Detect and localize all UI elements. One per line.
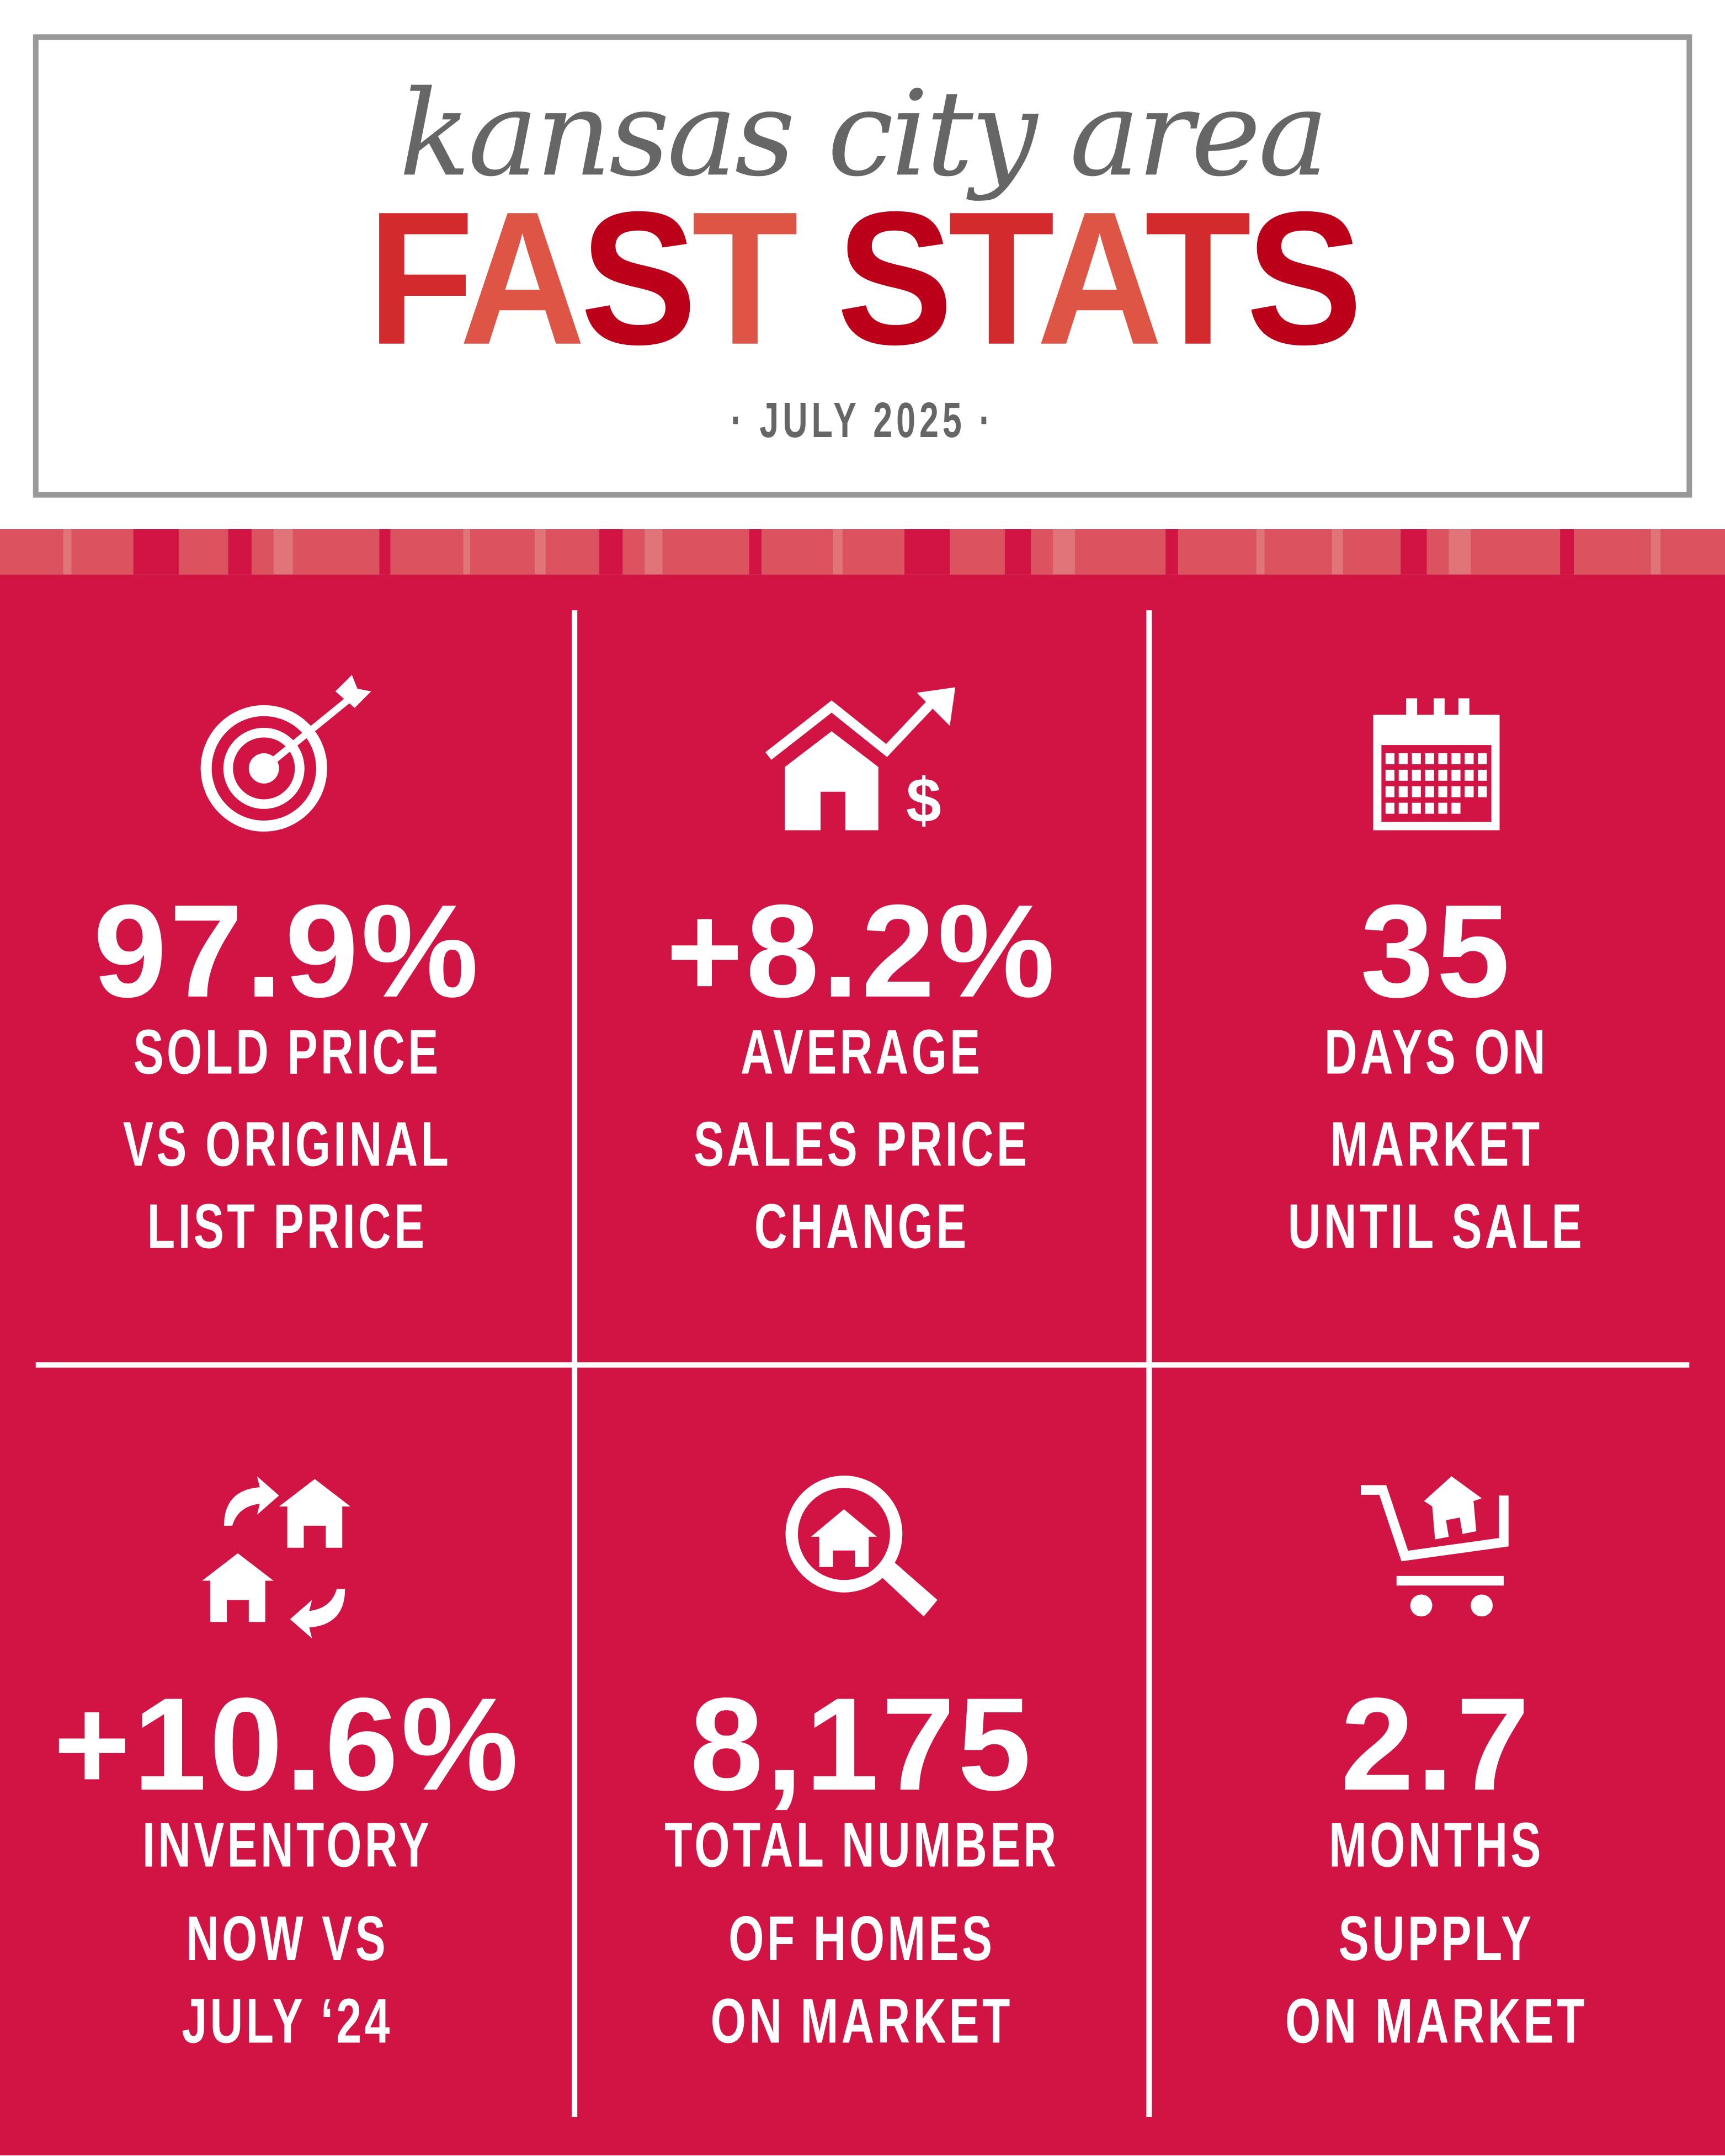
stripe xyxy=(1004,529,1031,575)
stat-value: +8.2% xyxy=(665,878,1058,1026)
stat-label: MARKET xyxy=(1330,1108,1543,1180)
stat-label: SUPPLY xyxy=(1338,1902,1535,1974)
stripe xyxy=(133,529,179,575)
stripe xyxy=(1651,529,1661,575)
stat-label: DAYS ON xyxy=(1324,1015,1548,1088)
stripe xyxy=(904,529,950,575)
stripe xyxy=(599,529,623,575)
date-text: JULY 2025 xyxy=(759,391,966,449)
title-letter: A xyxy=(1036,173,1150,385)
stripe xyxy=(1332,529,1343,575)
stripe xyxy=(379,529,391,575)
stat-label: CHANGE xyxy=(754,1190,970,1262)
stat-label: NOW VS xyxy=(186,1902,389,1974)
stripe xyxy=(63,529,72,575)
stripe xyxy=(534,529,546,575)
house-price-up-icon: $ xyxy=(574,687,1149,832)
stripe xyxy=(833,529,843,575)
stripe xyxy=(463,529,470,575)
stat-label: ON MARKET xyxy=(1285,1984,1588,2057)
stripe xyxy=(645,529,663,575)
stat-value: +10.6% xyxy=(53,1671,521,1819)
stripe xyxy=(228,529,252,575)
title-letter: T xyxy=(691,173,798,385)
report-date: · JULY 2025 · xyxy=(259,392,1466,450)
header-frame xyxy=(33,34,1692,498)
stat-value: 8,175 xyxy=(690,1671,1034,1819)
house-cart-icon xyxy=(1149,1471,1723,1625)
houses-exchange-icon xyxy=(0,1471,574,1642)
stat-value: 2.7 xyxy=(1340,1671,1532,1819)
stripe xyxy=(1165,529,1178,575)
title-letter: T xyxy=(1144,173,1251,385)
stat-label: AVERAGE xyxy=(741,1015,983,1088)
stat-value: 97.9% xyxy=(93,878,482,1026)
stripe-band xyxy=(0,529,1725,575)
calendar-icon xyxy=(1149,698,1723,831)
title-letter: S xyxy=(1246,173,1362,385)
stripe xyxy=(1449,529,1471,575)
fast-stats-title: FAST STATS xyxy=(69,176,1656,382)
stripe xyxy=(1560,529,1574,575)
stripe xyxy=(1401,529,1427,575)
stat-label: OF HOMES xyxy=(728,1902,995,1974)
stat-label: UNTIL SALE xyxy=(1287,1190,1585,1262)
title-letter: S xyxy=(837,173,953,385)
stripe xyxy=(273,529,293,575)
dot: · xyxy=(730,391,746,449)
script-title: kansas city area xyxy=(399,66,1329,204)
stat-label: ON MARKET xyxy=(710,1984,1013,2057)
title-letter: A xyxy=(459,173,585,385)
stat-label: MONTHS xyxy=(1329,1809,1544,1881)
target-icon xyxy=(0,667,574,838)
house-search-icon xyxy=(574,1473,1149,1625)
title-letter: S xyxy=(580,173,697,385)
title-letter: F xyxy=(367,173,465,385)
stat-label: LIST PRICE xyxy=(147,1190,428,1262)
svg-text:$: $ xyxy=(906,765,941,832)
stat-label: SALES PRICE xyxy=(694,1108,1030,1180)
dot: · xyxy=(979,391,995,449)
stripe xyxy=(749,529,762,575)
stat-label: TOTAL NUMBER xyxy=(664,1809,1060,1881)
stat-value: 35 xyxy=(1360,878,1513,1026)
divider xyxy=(35,1362,1690,1368)
stripe xyxy=(1256,529,1265,575)
title-letter: T xyxy=(948,173,1042,385)
stat-label: INVENTORY xyxy=(142,1809,433,1881)
stat-label: SOLD PRICE xyxy=(133,1015,441,1088)
title-space xyxy=(794,173,837,385)
stat-label: VS ORIGINAL xyxy=(123,1108,452,1180)
stat-label: JULY ‘24 xyxy=(182,1984,393,2057)
stripe xyxy=(1053,529,1075,575)
